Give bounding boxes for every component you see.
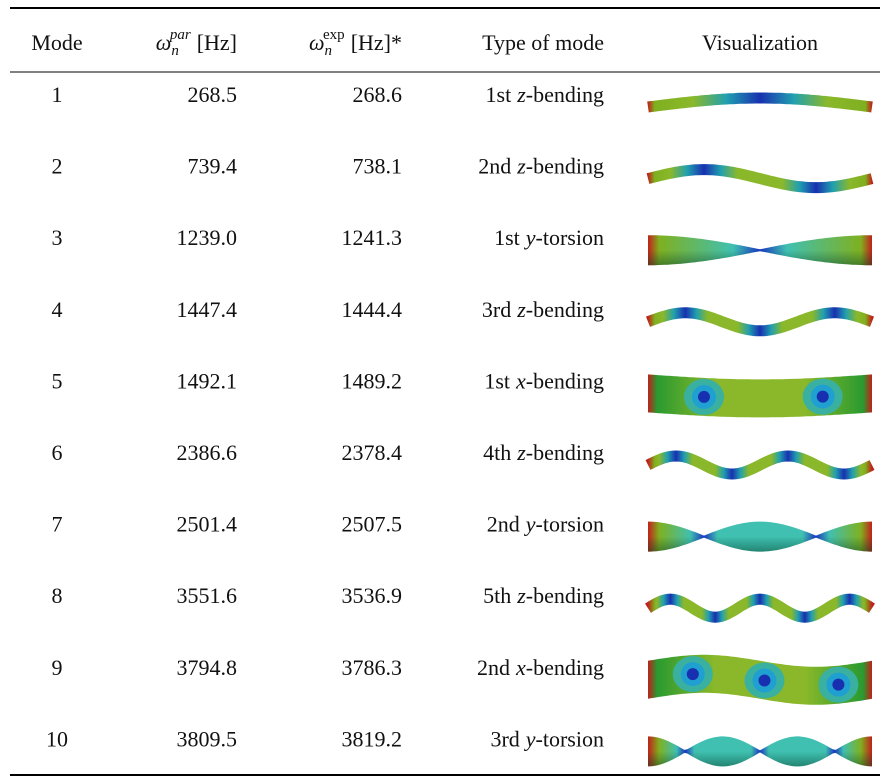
- frequency-exp: 2378.4: [342, 440, 403, 465]
- mode-shape: [648, 313, 872, 331]
- unit: [Hz]*: [351, 30, 402, 55]
- mode-shadow: [648, 736, 872, 766]
- mode-shape: [648, 170, 872, 188]
- mode-node: [817, 391, 829, 403]
- mode-number: 7: [52, 512, 63, 537]
- mode-node: [758, 675, 770, 687]
- mode-node: [687, 668, 699, 680]
- axis: x: [515, 655, 526, 680]
- axis: x: [515, 368, 526, 393]
- mode-shape: [648, 599, 872, 617]
- axis: z: [516, 82, 526, 107]
- ordinal: 2nd: [487, 512, 520, 537]
- axis: y: [524, 512, 536, 537]
- axis: y: [524, 726, 536, 751]
- mode-shape: [648, 456, 872, 474]
- header-cell: Mode: [31, 30, 82, 55]
- frequency-exp: 1241.3: [342, 225, 403, 250]
- frequency-par: 2386.6: [177, 440, 238, 465]
- header-cell: Type of mode: [482, 30, 604, 55]
- mode-number: 4: [52, 297, 63, 322]
- frequency-par: 268.5: [188, 82, 238, 107]
- kind: -torsion: [536, 726, 604, 751]
- ordinal: 1st: [494, 225, 520, 250]
- frequency-par: 1447.4: [177, 297, 238, 322]
- table-page: Mode ωnpar[Hz] ωnexp[Hz]* Type of mode V…: [0, 0, 888, 778]
- frequency-par: 3809.5: [177, 726, 238, 751]
- subscript: n: [171, 43, 179, 59]
- mode-shape: [648, 98, 872, 107]
- subscript: n: [325, 43, 333, 59]
- axis: y: [524, 225, 536, 250]
- frequency-exp: 2507.5: [342, 512, 403, 537]
- mode-shadow: [648, 235, 872, 265]
- mode-node: [698, 391, 710, 403]
- kind: -torsion: [536, 512, 604, 537]
- frequency-par: 3551.6: [177, 583, 238, 608]
- axis: z: [516, 297, 526, 322]
- frequency-exp: 268.6: [353, 82, 403, 107]
- header-cell: Visualization: [702, 30, 818, 55]
- frequency-exp: 3786.3: [342, 655, 403, 680]
- mode-number: 6: [52, 440, 63, 465]
- kind: -bending: [526, 297, 604, 322]
- header-cell: ωnpar[Hz]: [156, 27, 237, 59]
- mode-number: 5: [52, 368, 63, 393]
- mode-number: 9: [52, 655, 63, 680]
- frequency-par: 1239.0: [177, 225, 238, 250]
- axis: z: [516, 154, 526, 179]
- ordinal: 1st: [484, 368, 510, 393]
- ordinal: 5th: [483, 583, 511, 608]
- header-cell: ωnexp[Hz]*: [309, 27, 402, 59]
- kind: -bending: [526, 583, 604, 608]
- kind: -bending: [526, 655, 604, 680]
- ordinal: 2nd: [478, 154, 511, 179]
- mode-number: 3: [52, 225, 63, 250]
- frequency-exp: 3819.2: [342, 726, 403, 751]
- frequency-exp: 3536.9: [342, 583, 403, 608]
- kind: -bending: [526, 154, 604, 179]
- axis: z: [516, 583, 526, 608]
- ordinal: 3rd: [490, 726, 519, 751]
- frequency-par: 2501.4: [177, 512, 238, 537]
- mode-number: 10: [46, 726, 68, 751]
- mode-node: [832, 679, 844, 691]
- unit: [Hz]: [197, 30, 237, 55]
- kind: -bending: [526, 440, 604, 465]
- mode-number: 1: [52, 82, 63, 107]
- ordinal: 3rd: [482, 297, 511, 322]
- mode-number: 2: [52, 154, 63, 179]
- ordinal: 4th: [483, 440, 511, 465]
- frequency-exp: 1444.4: [342, 297, 403, 322]
- frequency-exp: 738.1: [353, 154, 403, 179]
- frequency-par: 1492.1: [177, 368, 238, 393]
- superscript: par: [169, 27, 191, 43]
- ordinal: 2nd: [477, 655, 510, 680]
- ordinal: 1st: [486, 82, 512, 107]
- frequency-par: 3794.8: [177, 655, 238, 680]
- frequency-par: 739.4: [188, 154, 238, 179]
- kind: -bending: [526, 82, 604, 107]
- superscript: exp: [323, 27, 345, 43]
- axis: z: [516, 440, 526, 465]
- frequency-exp: 1489.2: [342, 368, 403, 393]
- mode-shadow: [648, 522, 872, 552]
- kind: -bending: [526, 368, 604, 393]
- mode-number: 8: [52, 583, 63, 608]
- kind: -torsion: [536, 225, 604, 250]
